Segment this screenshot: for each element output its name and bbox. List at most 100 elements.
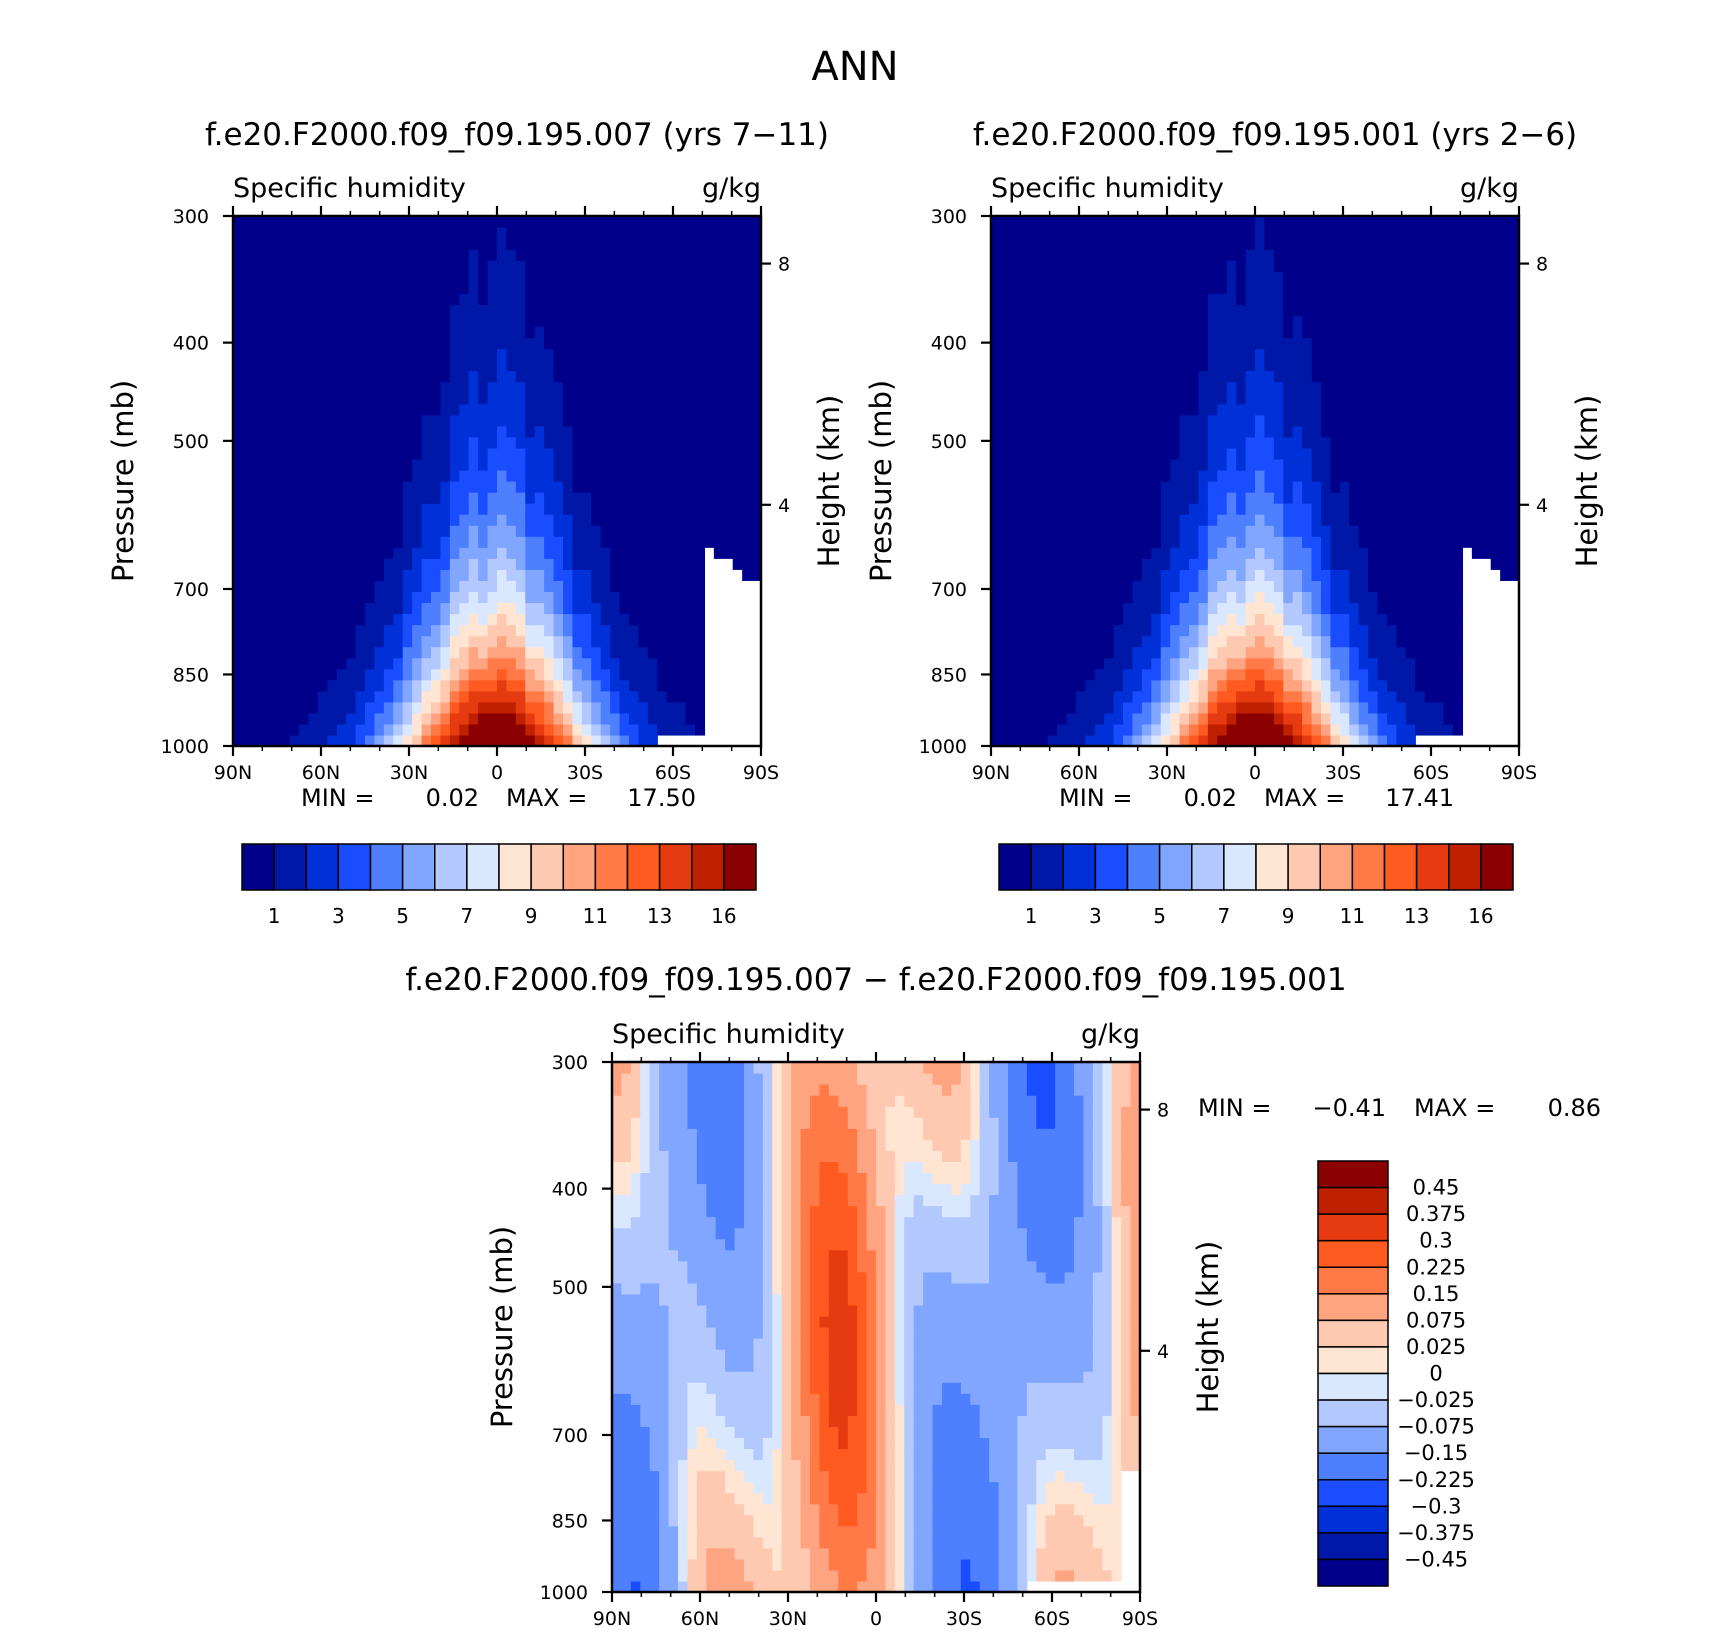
contour-cell (1424, 271, 1435, 283)
contour-cell (1151, 734, 1162, 747)
contour-cell (1321, 690, 1332, 703)
contour-cell (638, 436, 649, 449)
contour-cell (383, 326, 394, 339)
contour-cell (327, 624, 338, 637)
contour-cell (261, 580, 272, 593)
contour-cell (299, 216, 310, 228)
contour-cell (695, 249, 706, 261)
contour-cell (534, 602, 545, 615)
contour-cell (1273, 679, 1284, 692)
contour-cell (468, 657, 479, 670)
contour-cell (1160, 492, 1171, 504)
contour-cell (695, 304, 706, 316)
contour-cell (1179, 734, 1190, 747)
contour-cell (317, 271, 328, 283)
contour-cell (1160, 293, 1171, 305)
contour-cell (270, 414, 281, 427)
contour-cell (1424, 227, 1435, 239)
contour-cell (251, 238, 262, 250)
contour-cell (1075, 392, 1086, 405)
contour-cell (374, 458, 385, 471)
contour-cell (497, 227, 508, 239)
contour-cell (365, 635, 376, 648)
contour-cell (431, 315, 442, 328)
contour-cell (525, 304, 536, 316)
contour-cell (242, 414, 253, 427)
contour-cell (327, 723, 338, 736)
contour-cell (751, 271, 762, 283)
contour-cell (563, 569, 574, 581)
contour-cell (242, 569, 253, 581)
contour-cell (742, 403, 753, 416)
contour-cell (1160, 712, 1171, 725)
contour-cell (525, 381, 536, 394)
contour-cell (1424, 668, 1435, 681)
contour-cell (1066, 293, 1077, 305)
contour-cell (1141, 260, 1152, 272)
contour-cell (431, 392, 442, 405)
contour-cell (1377, 580, 1388, 593)
contour-cell (327, 436, 338, 449)
contour-cell (1236, 668, 1247, 681)
contour-cell (1387, 469, 1398, 482)
contour-cell (242, 712, 253, 725)
contour-cell (619, 436, 630, 449)
contour-cell (1226, 712, 1237, 725)
contour-cell (1217, 712, 1228, 725)
contour-cell (1000, 260, 1011, 272)
contour-cell (1057, 690, 1068, 703)
contour-cell (1311, 326, 1322, 339)
contour-cell (704, 326, 715, 339)
contour-cell (402, 723, 413, 736)
contour-cell (713, 216, 724, 228)
contour-cell (610, 469, 621, 482)
contour-cell (1330, 723, 1341, 736)
contour-cell (1189, 712, 1200, 725)
contour-cell (666, 249, 677, 261)
contour-cell (1009, 414, 1020, 427)
contour-cell (676, 635, 687, 648)
contour-cell (1198, 690, 1209, 703)
contour-cell (1424, 712, 1435, 725)
contour-cell (1094, 580, 1105, 593)
contour-cell (421, 469, 432, 482)
contour-cell (1377, 447, 1388, 460)
contour-cell (544, 646, 555, 659)
contour-cell (600, 381, 611, 394)
contour-cell (459, 282, 470, 294)
contour-cell (487, 492, 498, 504)
contour-cell (1141, 469, 1152, 482)
contour-cell (1302, 712, 1313, 725)
contour-cell (610, 326, 621, 339)
contour-cell (1302, 381, 1313, 394)
contour-cell (487, 469, 498, 482)
contour-cell (327, 734, 338, 747)
contour-cell (402, 701, 413, 714)
contour-cell (1132, 447, 1143, 460)
contour-cell (676, 624, 687, 637)
contour-cell (1377, 690, 1388, 703)
contour-cell (270, 712, 281, 725)
contour-cell (374, 227, 385, 239)
contour-cell (402, 558, 413, 570)
contour-cell (1094, 293, 1105, 305)
contour-cell (1226, 425, 1237, 438)
contour-cell (1141, 503, 1152, 515)
contour-cell (1245, 712, 1256, 725)
contour-cell (1245, 392, 1256, 405)
contour-cell (1207, 503, 1218, 515)
contour-cell (991, 481, 1002, 493)
contour-cell (1179, 712, 1190, 725)
contour-cell (1075, 591, 1086, 604)
contour-cell (1405, 304, 1416, 316)
contour-cell (1245, 646, 1256, 659)
contour-cell (1245, 613, 1256, 626)
contour-cell (346, 602, 357, 615)
contour-cell (525, 547, 536, 559)
contour-cell (374, 392, 385, 405)
contour-cell (261, 503, 272, 515)
contour-cell (534, 381, 545, 394)
contour-cell (1349, 403, 1360, 416)
contour-cell (676, 370, 687, 383)
contour-cell (421, 613, 432, 626)
